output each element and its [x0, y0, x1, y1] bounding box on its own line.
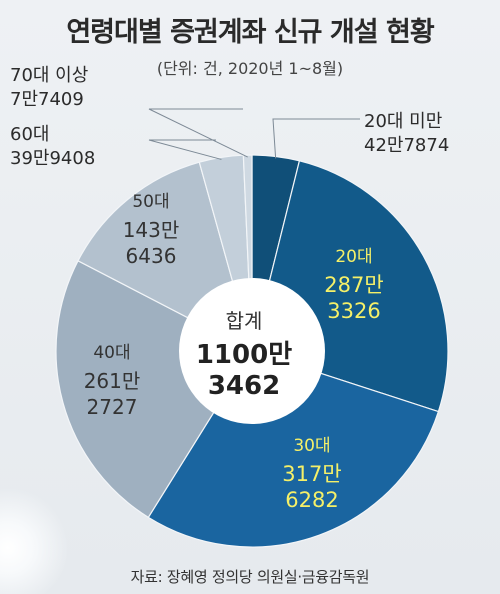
slice-value-line1-20대-미만: 42만7874 — [364, 135, 449, 156]
slice-label-30대: 30대 — [293, 436, 330, 456]
slice-label-70대-이상: 70대 이상 — [10, 65, 88, 86]
pie-slice-30대 — [147, 350, 440, 548]
slice-value-line1-50대: 143만 — [123, 218, 180, 242]
slice-label-40대: 40대 — [93, 343, 130, 363]
leader-line-70대-이상 — [148, 108, 248, 158]
pie-slice-40대 — [55, 259, 253, 519]
slice-value-line1-70대-이상: 7만7409 — [10, 89, 84, 110]
slice-label-20대-미만: 20대 미만 — [364, 111, 442, 132]
leader-line-20대-미만 — [272, 118, 360, 159]
slice-label-20대: 20대 — [335, 247, 372, 267]
slice-value-line1-60대: 39만9408 — [10, 148, 95, 169]
center-hole — [179, 278, 325, 424]
slice-value-line2-20대: 3326 — [327, 299, 380, 323]
center-total-line1: 1100만 — [196, 340, 292, 370]
center-total-title: 합계 — [226, 309, 263, 333]
slice-value-line1-30대: 317만 — [282, 462, 341, 486]
slice-value-line1-40대: 261만 — [84, 369, 141, 393]
center-total-line2: 3462 — [208, 371, 280, 401]
slice-label-60대: 60대 — [10, 124, 49, 145]
slice-label-50대: 50대 — [132, 192, 169, 212]
source-note: 자료: 장혜영 정의당 의원실·금융감독원 — [130, 568, 370, 586]
chart-title: 연령대별 증권계좌 신규 개설 현황 — [66, 17, 434, 48]
leader-line-60대 — [148, 139, 222, 160]
slice-value-line1-20대: 287만 — [324, 273, 383, 297]
slice-value-line2-40대: 2727 — [87, 395, 138, 419]
slice-value-line2-30대: 6282 — [285, 488, 338, 512]
slice-value-line2-50대: 6436 — [126, 244, 177, 268]
chart-subtitle: (단위: 건, 2020년 1~8월) — [156, 59, 344, 78]
